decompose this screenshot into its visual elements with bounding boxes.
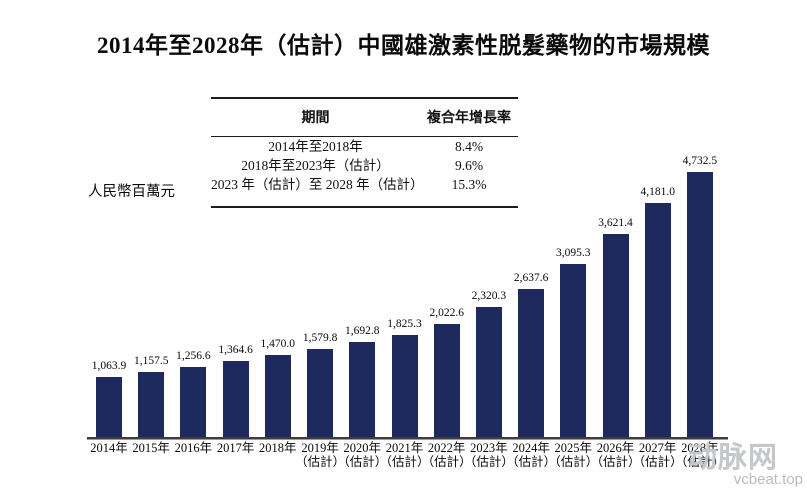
- cagr-rate-cell: 15.3%: [451, 177, 487, 192]
- bar: [560, 264, 587, 437]
- x-axis-year: 2026年: [596, 441, 635, 455]
- cagr-rate-cell: 8.4%: [454, 139, 484, 154]
- bar: [644, 203, 671, 437]
- x-axis-year: 2016年: [174, 441, 213, 455]
- x-axis-year: 2015年: [132, 441, 170, 455]
- chart-title: 2014年至2028年（估計）中國雄激素性脱髮藥物的市場規模: [97, 33, 710, 58]
- bar: [391, 335, 418, 437]
- x-axis-estimate-note: （估計）: [632, 455, 683, 469]
- cagr-table-header: 期間 複合年增長率: [211, 99, 518, 137]
- bar-value-label: 1,364.6: [218, 344, 253, 356]
- x-axis-year: 2019年: [301, 441, 339, 455]
- bar-value-label: 4,732.5: [682, 155, 718, 167]
- bar-value-label: 4,181.0: [640, 186, 675, 198]
- x-axis-label: 2026年 （估計）: [588, 441, 644, 469]
- x-axis-year: 2025年: [554, 441, 593, 455]
- bar-value-label: 1,579.8: [302, 332, 338, 344]
- x-axis-estimate-note: （估計）: [379, 455, 430, 469]
- x-axis-estimate-note: （估計）: [590, 455, 641, 469]
- x-axis-label: 2023年 （估計）: [461, 441, 517, 469]
- x-axis-label: 2022年 （估計）: [419, 441, 475, 469]
- x-axis-label: 2025年 （估計）: [545, 441, 601, 469]
- watermark: 动脉网 vcbeat.top: [660, 442, 806, 487]
- x-axis-label: 2027年 （估計）: [630, 441, 686, 469]
- cagr-period-cell: 2014年至2018年: [268, 139, 363, 154]
- bar-value-label: 2,320.3: [471, 290, 507, 302]
- x-axis-year: 2018年: [259, 441, 297, 455]
- x-axis-year: 2027年: [638, 441, 677, 455]
- x-axis-estimate-note: （估計）: [337, 455, 388, 469]
- x-axis-year: 2022年: [427, 441, 466, 455]
- cagr-period-cell: 2023 年（估計）至 2028 年（估計）: [211, 177, 424, 192]
- bar-value-label: 2,637.6: [513, 272, 549, 284]
- x-axis-label: 2021年 （估計）: [377, 441, 433, 469]
- cagr-table-row: 2014年至2018年 8.4%: [211, 137, 518, 156]
- watermark-logo: 动脉网: [687, 442, 778, 474]
- x-axis-estimate-note: （估計）: [506, 455, 557, 469]
- bar: [349, 342, 376, 437]
- x-axis-estimate-note: （估計）: [674, 455, 725, 469]
- x-axis-year: 2017年: [216, 441, 255, 455]
- x-axis-line: [87, 437, 728, 440]
- bar: [475, 307, 502, 437]
- bar-value-label: 1,825.3: [387, 318, 422, 330]
- bar: [602, 234, 629, 437]
- bar: [180, 367, 207, 437]
- x-axis-year: 2023年: [470, 441, 508, 455]
- x-axis-year: 2020年: [343, 441, 382, 455]
- cagr-table-row: 2018年至2023年（估計） 9.6%: [211, 156, 518, 175]
- cagr-table-row: 2023 年（估計）至 2028 年（估計） 15.3%: [211, 175, 518, 194]
- bar: [222, 361, 249, 437]
- x-axis-estimate-note: （估計）: [548, 455, 599, 469]
- bar-value-label: 1,256.6: [176, 350, 211, 362]
- x-axis-label: 2024年 （估計）: [503, 441, 559, 469]
- bar: [96, 377, 122, 437]
- x-axis-estimate-note: （估計）: [421, 455, 472, 469]
- bar: [686, 172, 713, 437]
- cagr-header-rate: 複合年增長率: [427, 111, 511, 126]
- bar: [307, 349, 334, 437]
- x-axis-label: 2017年: [208, 441, 264, 455]
- x-axis-label: 2015年: [123, 441, 179, 455]
- x-axis-label: 2014年: [81, 441, 137, 455]
- x-axis-label: 2019年 （估計）: [292, 441, 348, 469]
- bar-value-label: 1,470.0: [260, 338, 296, 350]
- cagr-rate-cell: 9.6%: [454, 158, 484, 173]
- cagr-period-cell: 2018年至2023年（估計）: [241, 158, 390, 173]
- cagr-table: 期間 複合年增長率 2014年至2018年 8.4% 2018年至2023年（估計）…: [211, 97, 518, 208]
- bar-value-label: 1,063.9: [91, 360, 127, 372]
- x-axis-year: 2021年: [385, 441, 424, 455]
- cagr-header-period: 期間: [301, 111, 330, 126]
- x-axis-label: 2018年: [250, 441, 306, 455]
- bar: [518, 289, 545, 437]
- bar: [264, 355, 291, 437]
- y-axis-unit-label: 人民幣百萬元: [88, 184, 175, 200]
- cagr-table-body: 2014年至2018年 8.4% 2018年至2023年（估計） 9.6% 2023 年…: [211, 137, 518, 194]
- x-axis-label: 2028年 （估計）: [672, 441, 728, 469]
- bar-value-label: 1,157.5: [133, 355, 169, 367]
- bar-value-label: 3,621.4: [598, 217, 633, 229]
- bar-value-label: 3,095.3: [556, 247, 591, 259]
- x-axis-year: 2028年: [681, 441, 719, 455]
- x-axis-label: 2016年: [165, 441, 221, 455]
- x-axis-label: 2020年 （估計）: [334, 441, 390, 469]
- bar: [138, 372, 165, 437]
- bar: [433, 324, 460, 437]
- bar-value-label: 2,022.6: [429, 307, 464, 319]
- x-axis-estimate-note: （估計）: [295, 455, 346, 469]
- watermark-site-url: vcbeat.top: [733, 471, 803, 488]
- x-axis-estimate-note: （估計）: [463, 455, 514, 469]
- x-axis-year: 2024年: [512, 441, 550, 455]
- bar-value-label: 1,692.8: [345, 325, 380, 337]
- x-axis-year: 2014年: [90, 441, 128, 455]
